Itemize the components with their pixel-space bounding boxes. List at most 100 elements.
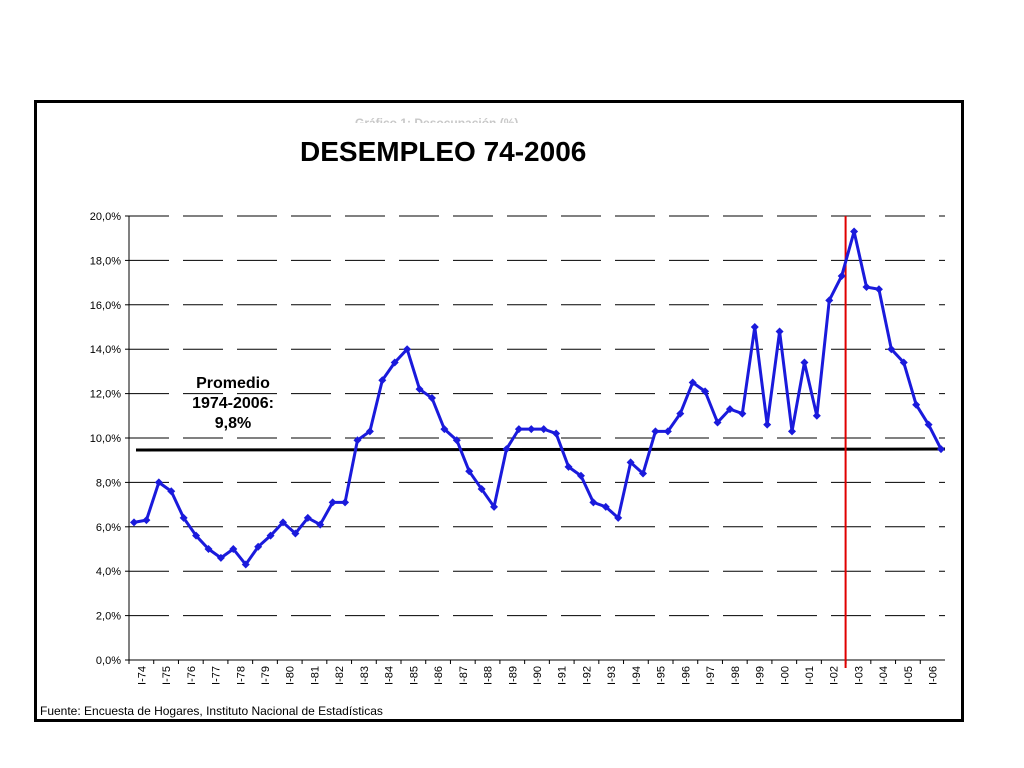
x-tick-label: I-86 [433, 666, 445, 685]
x-tick-label: I-83 [359, 666, 371, 685]
data-point [192, 531, 201, 540]
faint-chart-title: Gráfico 1: Desocupación (%) [355, 116, 519, 123]
data-point [937, 445, 945, 454]
data-point [738, 409, 747, 418]
data-point [701, 387, 710, 396]
y-tick-label: 16,0% [90, 300, 121, 312]
x-tick-label: I-76 [186, 666, 198, 685]
x-tick-label: I-01 [804, 666, 816, 685]
data-point [763, 420, 772, 429]
x-tick-label: I-06 [928, 666, 940, 685]
y-tick-label: 8,0% [96, 477, 121, 489]
data-point [788, 427, 797, 436]
data-point [887, 345, 896, 354]
x-tick-label: I-78 [235, 666, 247, 685]
data-point [713, 418, 722, 427]
data-point [341, 498, 350, 507]
x-tick-label: I-91 [557, 666, 569, 685]
data-point [179, 513, 188, 522]
data-point [130, 518, 138, 527]
data-point [502, 445, 511, 454]
x-tick-label: I-93 [606, 666, 618, 685]
annotation-line-1: Promedio [196, 375, 270, 392]
data-point [862, 283, 871, 292]
series-unemployment [130, 227, 945, 569]
data-point [750, 323, 759, 331]
x-axis-ticks: I-74 I-75 I-76 I-77 I-78 I-79 I-80 I-81 I-82 I-83… [128, 660, 940, 685]
x-tick-label: I-05 [903, 666, 915, 685]
y-tick-label: 6,0% [96, 522, 121, 534]
y-tick-label: 0,0% [96, 655, 121, 667]
data-point [316, 520, 325, 529]
data-point [427, 394, 436, 403]
data-point [266, 531, 275, 540]
data-point [291, 529, 300, 538]
y-tick-label: 2,0% [96, 611, 121, 623]
y-tick-label: 14,0% [90, 344, 121, 356]
data-point [490, 502, 499, 511]
data-point [651, 427, 660, 436]
gridlines [129, 215, 945, 617]
data-point [850, 227, 859, 236]
data-point [514, 425, 523, 434]
average-line [135, 447, 946, 452]
x-tick-label: I-98 [730, 666, 742, 685]
x-tick-label: I-89 [507, 666, 519, 685]
x-tick-label: I-88 [483, 666, 495, 685]
data-point [688, 378, 697, 387]
axes [128, 216, 945, 661]
chart-frame [34, 100, 964, 722]
data-point [601, 502, 610, 511]
data-point [639, 469, 648, 478]
x-tick-label: I-77 [211, 666, 223, 685]
x-tick-label: I-03 [853, 666, 865, 685]
data-point [477, 485, 486, 494]
x-tick-label: I-84 [384, 666, 396, 685]
source-note: Fuente: Encuesta de Hogares, Instituto N… [40, 704, 383, 718]
x-tick-label: I-75 [161, 666, 173, 685]
slide-title: DESEMPLEO 74-2006 [300, 136, 587, 167]
data-point [204, 545, 213, 553]
data-point [254, 542, 263, 551]
data-point [626, 458, 635, 467]
x-tick-label: I-94 [631, 666, 643, 685]
y-tick-label: 18,0% [90, 255, 121, 267]
data-point [216, 553, 225, 562]
data-point [552, 429, 561, 438]
x-tick-label: I-04 [878, 666, 890, 685]
data-point [278, 518, 287, 527]
x-tick-label: I-95 [656, 666, 668, 685]
data-point [825, 296, 834, 305]
x-tick-label: I-85 [408, 666, 420, 685]
data-point [154, 478, 163, 487]
data-point [912, 400, 921, 409]
data-point [663, 427, 672, 436]
data-point [465, 467, 474, 476]
y-axis-ticks: 0,0% 2,0% 4,0% 6,0% 8,0% 10,0% 12,0% 14,0% 16,0%… [90, 211, 129, 667]
data-point [415, 385, 424, 394]
x-tick-label: I-90 [532, 666, 544, 685]
data-point [353, 436, 362, 445]
x-tick-label: I-79 [260, 666, 272, 685]
data-point [576, 471, 585, 480]
x-tick-label: I-82 [334, 666, 346, 685]
average-annotation: Promedio 1974-2006: 9,8% [168, 374, 298, 434]
data-point [874, 285, 883, 294]
data-point [365, 427, 374, 436]
average-line-stroke [135, 447, 946, 452]
y-tick-label: 20,0% [90, 211, 121, 223]
data-point [924, 420, 933, 429]
data-point [142, 516, 151, 525]
annotation-line-3: 9,8% [214, 415, 252, 432]
data-point [775, 327, 784, 336]
x-tick-label: I-74 [136, 666, 148, 685]
y-tick-label: 12,0% [90, 389, 121, 401]
data-point [837, 271, 846, 280]
data-point [440, 425, 449, 434]
data-point [899, 358, 908, 367]
data-point [800, 358, 809, 367]
data-point [378, 376, 387, 385]
x-tick-label: I-81 [309, 666, 321, 685]
x-tick-label: I-92 [581, 666, 593, 685]
